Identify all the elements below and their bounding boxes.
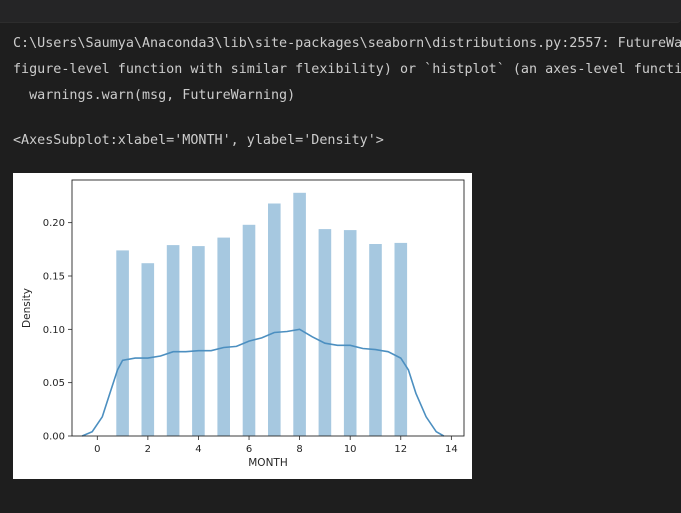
histogram-bar (141, 263, 155, 436)
histogram-bar (116, 250, 129, 436)
histogram-bar (343, 230, 357, 436)
y-tick-label: 0.00 (43, 432, 65, 443)
x-tick-label: 2 (145, 444, 151, 455)
histogram-bar (394, 242, 408, 436)
histogram-bar (192, 246, 205, 436)
histogram-bar (217, 237, 230, 436)
bars-layer (116, 192, 408, 436)
warning-line-1: C:\Users\Saumya\Anaconda3\lib\site-packa… (13, 36, 681, 51)
x-tick-label: 10 (344, 444, 357, 455)
result-repr: <AxesSubplot:xlabel='MONTH', ylabel='Den… (13, 133, 384, 148)
y-tick-label: 0.10 (43, 325, 65, 336)
x-tick-label: 14 (445, 444, 458, 455)
distribution-chart: 0 2 4 6 8 10 12 14 0.00 0.05 0.10 0.15 0.20 MONTH De… (21, 179, 465, 469)
warning-line-2: figure-level function with similar flexi… (13, 62, 681, 77)
x-tick-label: 4 (195, 444, 201, 455)
y-tick-label: 0.15 (43, 272, 65, 283)
kde-line (81, 328, 445, 437)
y-tick-label: 0.05 (43, 378, 65, 389)
x-tick-label: 6 (246, 444, 252, 455)
ticks-layer: 0 2 4 6 8 10 12 14 0.00 0.05 0.10 0.15 0.20 (43, 218, 458, 455)
x-tick-label: 12 (394, 444, 407, 455)
histogram-bar (293, 192, 306, 436)
histogram-bar (242, 224, 256, 436)
axes-frame (71, 179, 465, 437)
x-tick-label: 0 (94, 444, 100, 455)
output-plot: 0 2 4 6 8 10 12 14 0.00 0.05 0.10 0.15 0.20 MONTH De… (13, 173, 472, 479)
previous-cell-edge (0, 0, 681, 23)
histogram-bar (166, 245, 180, 436)
x-axis-label: MONTH (248, 457, 288, 469)
histogram-bar (318, 229, 332, 436)
x-tick-label: 8 (296, 444, 302, 455)
y-tick-label: 0.20 (43, 218, 65, 229)
warning-line-3: warnings.warn(msg, FutureWarning) (13, 88, 296, 103)
histogram-bar (268, 203, 281, 436)
histogram-bar (369, 244, 382, 436)
y-axis-label: Density (21, 288, 33, 328)
